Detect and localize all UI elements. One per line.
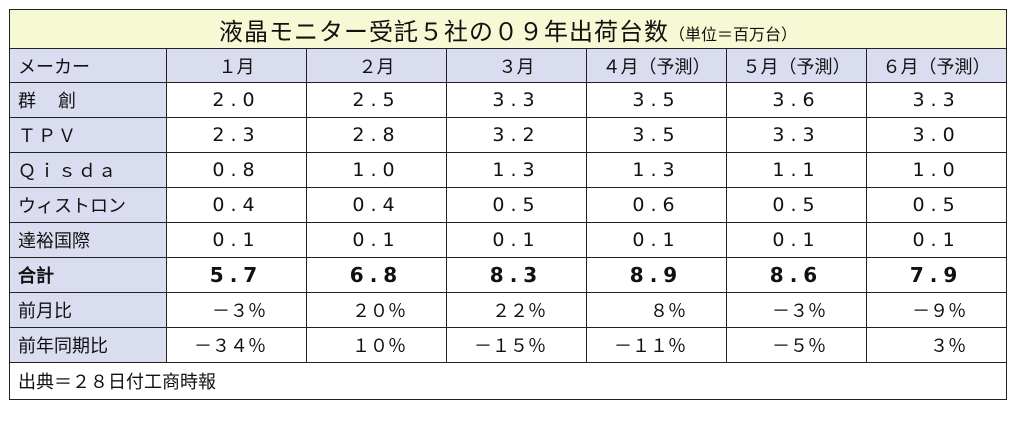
- total-cell: 8.9: [586, 257, 727, 293]
- pct-cell: ８％: [586, 292, 727, 328]
- shipment-table: 液晶モニター受託５社の０９年出荷台数（単位＝百万台） メーカー １月 ２月 ３月…: [8, 9, 1008, 400]
- total-cell: 6.8: [306, 257, 447, 293]
- table-cell: 0.4: [306, 187, 447, 223]
- pct-cell: ２２％: [446, 292, 587, 328]
- table-cell: 0.5: [446, 187, 587, 223]
- pct-cell: －５％: [726, 327, 867, 363]
- table-cell: 2.5: [306, 82, 447, 118]
- table-cell: 0.1: [865, 222, 1008, 258]
- pct-cell: －１１％: [586, 327, 727, 363]
- pct-cell: －３４％: [166, 327, 307, 363]
- table-cell: 0.6: [586, 187, 727, 223]
- pct-cell: ３％: [865, 327, 1008, 363]
- table-cell: 1.3: [446, 152, 587, 188]
- table-cell: 0.4: [166, 187, 307, 223]
- total-row: 合計 5.7 6.8 8.3 8.9 8.6 7.9: [9, 257, 1008, 293]
- row-label: 達裕国際: [9, 222, 167, 258]
- table-cell: 1.3: [586, 152, 727, 188]
- pct-cell: １０％: [306, 327, 447, 363]
- row-label: 前月比: [9, 292, 167, 328]
- table-cell: 3.3: [865, 82, 1008, 118]
- table-cell: 3.6: [726, 82, 867, 118]
- table-cell: 2.8: [306, 117, 447, 153]
- table-cell: 1.0: [865, 152, 1008, 188]
- title-unit: （単位＝百万台）: [669, 24, 798, 44]
- table-cell: 2.3: [166, 117, 307, 153]
- column-header-feb: ２月: [306, 48, 447, 83]
- row-label: 合計: [9, 257, 167, 293]
- table-cell: 0.1: [306, 222, 447, 258]
- table-row: Ｑｉｓｄａ 0.8 1.0 1.3 1.3 1.1 1.0: [9, 152, 1008, 188]
- title-main: 液晶モニター受託５社の０９年出荷台数: [219, 17, 670, 46]
- pct-cell: －３％: [166, 292, 307, 328]
- table-cell: 3.5: [586, 82, 727, 118]
- table-cell: 1.1: [726, 152, 867, 188]
- row-label: ＴＰＶ: [9, 117, 167, 153]
- row-label: Ｑｉｓｄａ: [9, 152, 167, 188]
- table-cell: 3.3: [446, 82, 587, 118]
- column-header-jun: ６月（予測）: [865, 48, 1008, 83]
- column-header-apr: ４月（予測）: [586, 48, 727, 83]
- row-label: 群 創: [9, 82, 167, 118]
- table-cell: 0.5: [865, 187, 1008, 223]
- table-cell: 0.1: [586, 222, 727, 258]
- row-label: ウィストロン: [9, 187, 167, 223]
- table-cell: 3.3: [726, 117, 867, 153]
- total-cell: 8.6: [726, 257, 867, 293]
- table-cell: 0.5: [726, 187, 867, 223]
- row-label: 前年同期比: [9, 327, 167, 363]
- shipment-table-frame: 液晶モニター受託５社の０９年出荷台数（単位＝百万台） メーカー １月 ２月 ３月…: [8, 9, 1008, 426]
- column-header-jan: １月: [166, 48, 307, 83]
- table-row: ＴＰＶ 2.3 2.8 3.2 3.5 3.3 3.0: [9, 117, 1008, 153]
- column-header-mar: ３月: [446, 48, 587, 83]
- column-header-maker: メーカー: [9, 48, 167, 83]
- total-cell: 5.7: [166, 257, 307, 293]
- pct-cell: －３％: [726, 292, 867, 328]
- table-cell: 2.0: [166, 82, 307, 118]
- column-header-may: ５月（予測）: [726, 48, 867, 83]
- mom-row: 前月比 －３％ ２０％ ２２％ ８％ －３％ －９％: [9, 292, 1008, 328]
- table-row: 達裕国際 0.1 0.1 0.1 0.1 0.1 0.1: [9, 222, 1008, 258]
- table-cell: 3.0: [865, 117, 1008, 153]
- table-title: 液晶モニター受託５社の０９年出荷台数（単位＝百万台）: [8, 9, 1008, 49]
- total-cell: 8.3: [446, 257, 587, 293]
- table-cell: 0.1: [166, 222, 307, 258]
- header-row: メーカー １月 ２月 ３月 ４月（予測） ５月（予測） ６月（予測）: [9, 48, 1008, 83]
- table-cell: 0.1: [446, 222, 587, 258]
- table-cell: 0.8: [166, 152, 307, 188]
- pct-cell: －９％: [865, 292, 1008, 328]
- pct-cell: －１５％: [446, 327, 587, 363]
- pct-cell: ２０％: [306, 292, 447, 328]
- table-cell: 0.1: [726, 222, 867, 258]
- total-cell: 7.9: [865, 257, 1008, 293]
- table-row: 群 創 2.0 2.5 3.3 3.5 3.6 3.3: [9, 82, 1008, 118]
- source-note: 出典＝２８日付工商時報: [8, 362, 1008, 400]
- yoy-row: 前年同期比 －３４％ １０％ －１５％ －１１％ －５％ ３％: [9, 327, 1008, 363]
- table-row: ウィストロン 0.4 0.4 0.5 0.6 0.5 0.5: [9, 187, 1008, 223]
- table-cell: 3.2: [446, 117, 587, 153]
- table-cell: 1.0: [306, 152, 447, 188]
- table-cell: 3.5: [586, 117, 727, 153]
